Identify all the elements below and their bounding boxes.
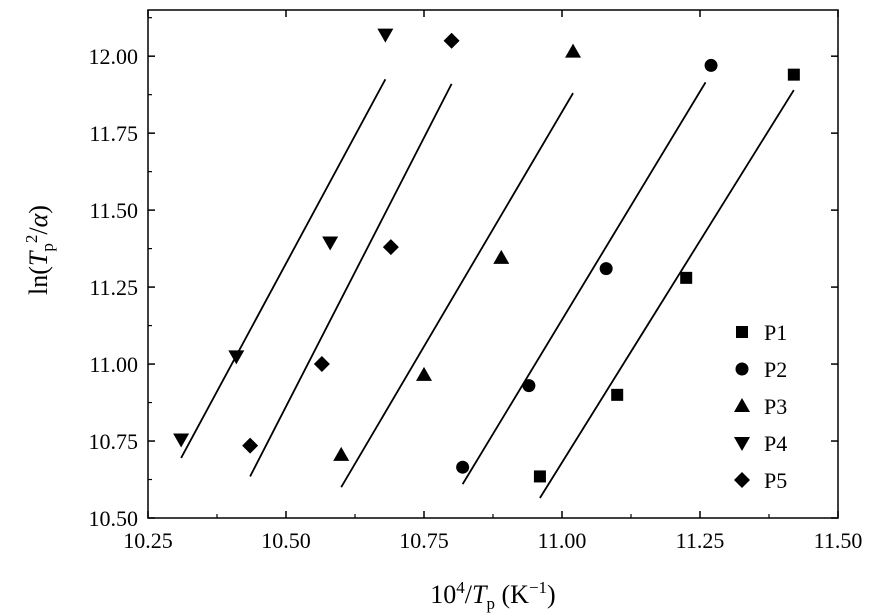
fit-line-p5 (249, 83, 453, 477)
x-tick-label: 11.25 (676, 528, 725, 553)
legend: P1 P2 P3 P4 P5 (734, 320, 787, 493)
data-point-p5 (382, 239, 399, 256)
x-tick-label: 10.25 (123, 528, 173, 553)
data-point-p1 (680, 271, 693, 284)
y-tick-label: 12.00 (89, 44, 139, 69)
data-point-p1 (611, 388, 624, 401)
data-point-p2 (456, 460, 470, 474)
data-point-p3 (416, 366, 432, 381)
legend-label-p5: P5 (764, 468, 787, 493)
fit-line-p3 (340, 92, 574, 488)
x-axis-title: 104/Tp (K−1) (430, 578, 555, 613)
x-tick-label: 11.00 (538, 528, 587, 553)
legend-marker-p2 (735, 362, 749, 376)
data-point-p2 (704, 58, 718, 72)
fit-lines (180, 78, 795, 499)
data-point-p4 (173, 433, 190, 448)
legend-marker-p5 (734, 472, 750, 488)
y-tick-label: 11.50 (89, 198, 138, 223)
data-point-p4 (322, 236, 339, 251)
legend-marker-p3 (734, 398, 750, 412)
data-point-p4 (228, 350, 245, 365)
data-point-p5 (242, 437, 259, 454)
y-tick-label: 10.75 (89, 429, 139, 454)
y-tick-label: 11.75 (89, 121, 138, 146)
x-tick-label: 10.50 (261, 528, 311, 553)
data-point-p3 (333, 446, 350, 461)
fit-line-p4 (180, 78, 387, 459)
data-point-p5 (443, 32, 460, 49)
x-tick-label: 10.75 (399, 528, 449, 553)
legend-label-p2: P2 (764, 357, 787, 382)
y-tick-label: 11.25 (89, 275, 138, 300)
x-tick-label: 11.50 (814, 528, 863, 553)
y-tick-label: 11.00 (89, 352, 138, 377)
y-tick-label: 10.50 (89, 506, 139, 531)
data-point-p3 (565, 43, 582, 58)
data-point-p5 (313, 356, 330, 373)
y-axis-title: ln(Tp2/α) (22, 205, 57, 295)
data-point-p3 (493, 249, 510, 264)
fit-line-p1 (539, 89, 795, 499)
data-points (173, 28, 800, 483)
data-point-p1 (787, 68, 800, 81)
fit-line-p2 (461, 81, 707, 485)
data-point-p4 (377, 28, 394, 43)
legend-marker-p1 (736, 326, 748, 338)
legend-label-p3: P3 (764, 394, 787, 419)
legend-label-p1: P1 (764, 320, 787, 345)
legend-label-p4: P4 (764, 431, 787, 456)
data-point-p2 (599, 262, 613, 276)
axis-ticks: 10.25 10.50 10.75 11.00 11.25 11.5010.5010.75… (89, 10, 863, 553)
data-point-p2 (522, 379, 536, 393)
data-point-p1 (533, 470, 546, 483)
legend-marker-p4 (734, 437, 750, 451)
